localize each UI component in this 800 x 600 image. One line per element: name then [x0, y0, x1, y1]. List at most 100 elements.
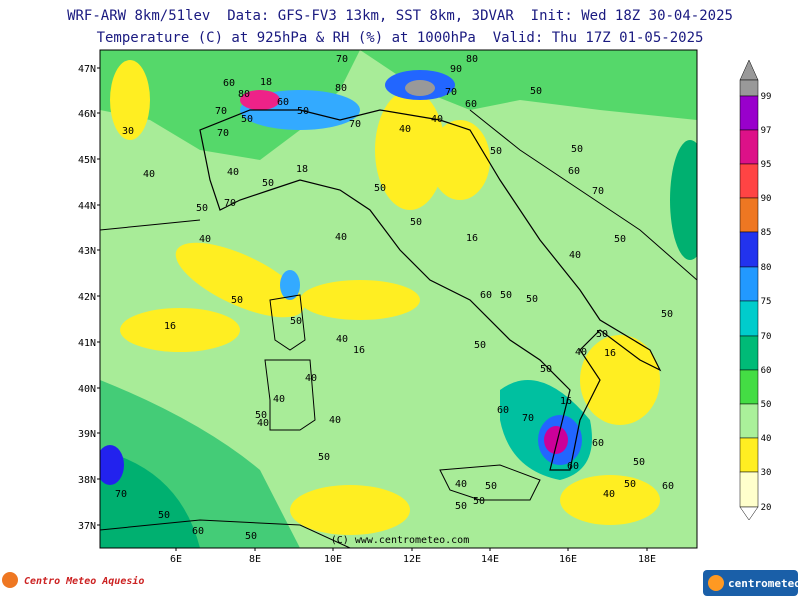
- contour-label: 70: [217, 128, 229, 139]
- contour-label: 16: [353, 345, 365, 356]
- contour-label: 60: [567, 461, 579, 472]
- contour-label: 70: [215, 106, 227, 117]
- contour-label: 50: [485, 481, 497, 492]
- contour-label: 50: [241, 114, 253, 125]
- contour-label: 50: [530, 86, 542, 97]
- lat-label: 40N: [78, 384, 96, 395]
- contour-label: 50: [297, 106, 309, 117]
- contour-label: 80: [466, 54, 478, 65]
- contour-label: 50: [318, 452, 330, 463]
- contour-label: 60: [223, 78, 235, 89]
- contour-label: 40: [257, 418, 269, 429]
- map-frame: [99, 49, 698, 549]
- contour-label: 60: [465, 99, 477, 110]
- contour-label: 50: [490, 146, 502, 157]
- contour-label: 40: [305, 373, 317, 384]
- contour-label: 40: [455, 479, 467, 490]
- lat-label: 41N: [78, 338, 96, 349]
- contour-label: 50: [473, 496, 485, 507]
- colorbar-label: 85: [761, 228, 772, 238]
- contour-label: 50: [526, 294, 538, 305]
- colorbar-label: 75: [761, 297, 772, 307]
- header-line: WRF-ARW 8km/51lev Data: GFS-FV3 13km, SS…: [67, 8, 733, 24]
- contour-label: 16: [164, 321, 176, 332]
- lon-label: 6E: [170, 554, 182, 565]
- contour-label: 70: [592, 186, 604, 197]
- contour-label: 60: [192, 526, 204, 537]
- contour-label: 50: [661, 309, 673, 320]
- colorbar-label: 80: [761, 263, 772, 273]
- contour-label: 16: [604, 348, 616, 359]
- contour-label: 40: [399, 124, 411, 135]
- contour-label: 18: [260, 77, 272, 88]
- contour-label: 50: [500, 290, 512, 301]
- contour-label: 50: [245, 531, 257, 542]
- contour-label: 50: [633, 457, 645, 468]
- colorbar-label: 70: [761, 332, 772, 342]
- colorbar-label: 90: [761, 194, 772, 204]
- logo-icon: [708, 575, 724, 591]
- contour-label: 50: [614, 234, 626, 245]
- contour-label: 50: [624, 479, 636, 490]
- contour-label: 50: [540, 364, 552, 375]
- contour-label: 50: [455, 501, 467, 512]
- contour-label: 16: [466, 233, 478, 244]
- contour-label: 50: [410, 217, 422, 228]
- contour-label: 50: [290, 316, 302, 327]
- lon-label: 16E: [559, 554, 577, 565]
- contour-label: 60: [592, 438, 604, 449]
- lat-label: 37N: [78, 521, 96, 532]
- colorbar: [739, 59, 759, 521]
- contour-label: 50: [255, 410, 267, 421]
- colorbar-label: 30: [761, 468, 772, 478]
- contour-label: 40: [569, 250, 581, 261]
- contour-label: 70: [336, 54, 348, 65]
- logo-box: [703, 570, 798, 596]
- lon-label: 10E: [324, 554, 342, 565]
- contour-label: 60: [497, 405, 509, 416]
- footer-left: Centro Meteo Aquesio: [24, 575, 144, 587]
- contour-label: 50: [262, 178, 274, 189]
- lat-label: 39N: [78, 429, 96, 440]
- contour-label: 40: [227, 167, 239, 178]
- contour-label: 80: [335, 83, 347, 94]
- contour-label: 90: [450, 64, 462, 75]
- contour-label: 60: [568, 166, 580, 177]
- lon-label: 8E: [249, 554, 261, 565]
- contour-label: 50: [231, 295, 243, 306]
- contour-label: 80: [238, 89, 250, 100]
- contour-label: 60: [480, 290, 492, 301]
- contour-label: 70: [349, 119, 361, 130]
- map-field: [100, 50, 697, 548]
- lon-label: 18E: [638, 554, 656, 565]
- contour-label: 40: [603, 489, 615, 500]
- contour-label: 18: [296, 164, 308, 175]
- header-line: Temperature (C) at 925hPa & RH (%) at 10…: [97, 30, 704, 46]
- colorbar-label: 60: [761, 366, 772, 376]
- contour-label: 70: [522, 413, 534, 424]
- lat-label: 44N: [78, 201, 96, 212]
- contour-label: 40: [329, 415, 341, 426]
- contour-label: 50: [196, 203, 208, 214]
- contour-label: 50: [596, 329, 608, 340]
- contour-label: 60: [662, 481, 674, 492]
- contour-label: 40: [199, 234, 211, 245]
- contour-label: 60: [277, 97, 289, 108]
- lat-label: 47N: [78, 64, 96, 75]
- contour-label: 50: [158, 510, 170, 521]
- contour-label: 70: [224, 198, 236, 209]
- contour-label: 50: [571, 144, 583, 155]
- contour-label: 40: [143, 169, 155, 180]
- logo-icon: [2, 572, 18, 588]
- contour-label: 40: [335, 232, 347, 243]
- colorbar-label: 20: [761, 503, 772, 513]
- colorbar-label: 97: [761, 126, 772, 136]
- lat-label: 46N: [78, 109, 96, 120]
- lat-label: 38N: [78, 475, 96, 486]
- contour-label: 70: [445, 87, 457, 98]
- colorbar-label: 95: [761, 160, 772, 170]
- colorbar-label: 40: [761, 434, 772, 444]
- lon-label: 12E: [403, 554, 421, 565]
- contour-label: 40: [431, 114, 443, 125]
